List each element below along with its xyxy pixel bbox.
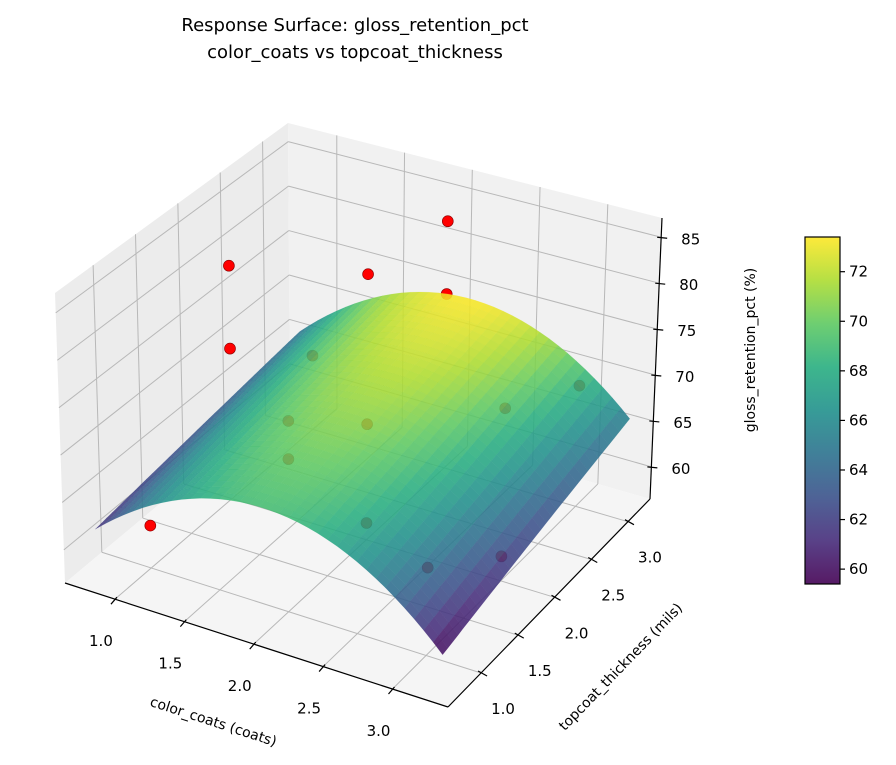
y-gridline (92, 265, 103, 553)
surface-cell (589, 439, 604, 459)
surface-cell (495, 556, 511, 576)
z-gridline (60, 274, 290, 456)
y-axis-label: topcoat_thickness (mils) (556, 600, 686, 734)
y-gridline (177, 203, 185, 484)
x-tick-label: 2.5 (297, 700, 321, 718)
y-tick-mark (551, 594, 561, 601)
z-gridline (57, 185, 289, 361)
tick-labels: 1.0 1.5 2.0 2.5 3.0 1.0 1.5 2.0 2.5 3.0 60 65 70 75 80… (89, 230, 700, 740)
surface-cell (542, 497, 558, 517)
x-tick-mark (388, 686, 395, 695)
z-tick-mark (653, 328, 664, 331)
z-tick-mark (655, 282, 666, 285)
data-point (224, 342, 236, 355)
z-tick-label: 85 (681, 230, 700, 248)
x-tick-mark (110, 596, 118, 605)
surface-cell (505, 543, 521, 563)
y-gridline (101, 551, 482, 674)
z-tick-label: 75 (677, 322, 696, 340)
y-tick-label: 2.5 (601, 587, 625, 605)
surface-cell (448, 615, 464, 636)
y-tick-mark (514, 632, 525, 639)
surface-cell (438, 628, 454, 649)
surface-cell (432, 635, 449, 656)
z-gridline (61, 319, 290, 503)
x-tick-label: 1.0 (89, 632, 113, 650)
surface-cell (547, 491, 563, 511)
x-axis-label: color_coats (coats) (148, 694, 279, 750)
z-tick-label: 65 (673, 414, 692, 432)
data-point (441, 215, 454, 228)
colorbar-tick-label: 64 (849, 461, 868, 479)
z-gridline (288, 230, 658, 330)
surface-cell (510, 537, 526, 557)
colorbar-tick-label: 68 (849, 362, 868, 380)
x-tick-label: 3.0 (367, 722, 391, 740)
y-tick-label: 3.0 (638, 549, 662, 567)
surface-cell (531, 510, 547, 530)
z-axis-label: gloss_retention_pct (%) (743, 268, 759, 433)
y-tick-label: 1.5 (528, 662, 552, 680)
colorbar-tick-label: 72 (849, 263, 868, 281)
chart-subtitle: color_coats vs topcoat_thickness (207, 42, 503, 63)
z-tick-mark (651, 374, 662, 377)
y-tick-label: 1.0 (491, 700, 515, 718)
x-tick-mark (318, 664, 326, 672)
y-gridline (219, 172, 226, 450)
z-gridline (55, 141, 289, 314)
x-tick-mark (179, 619, 187, 628)
colorbar: 60 62 64 66 68 70 72 (804, 236, 868, 585)
z-tick-mark (657, 236, 668, 239)
colorbar-tick-label: 70 (849, 312, 868, 330)
z-tick-label: 80 (679, 276, 698, 294)
chart-title: Response Surface: gloss_retention_pct (181, 15, 528, 36)
data-point (362, 268, 374, 280)
x-axis-line (64, 582, 449, 708)
left-pane (55, 123, 290, 583)
z-gridline (288, 185, 660, 284)
z-tick-label: 70 (675, 368, 694, 386)
colorbar-gradient (804, 236, 841, 585)
y-tick-mark (587, 556, 598, 564)
y-tick-mark (624, 519, 635, 526)
axes-lines (64, 217, 668, 708)
data-point (144, 519, 157, 532)
colorbar-tick-label: 60 (849, 560, 868, 578)
surface-mesh (95, 291, 631, 656)
x-tick-mark (249, 641, 257, 650)
data-point (223, 259, 235, 272)
surface-cell (537, 504, 552, 524)
z-tick-mark (647, 466, 658, 469)
y-tick-label: 2.0 (565, 624, 589, 642)
y-tick-mark (477, 670, 488, 677)
z-tick-mark (649, 420, 660, 423)
z-gridline (288, 141, 662, 238)
colorbar-tick-label: 66 (849, 411, 868, 429)
surface-cell (594, 433, 610, 452)
y-gridline (134, 234, 144, 519)
colorbar-tick-label: 62 (849, 511, 868, 529)
x-tick-label: 2.0 (228, 677, 252, 695)
z-tick-label: 60 (671, 460, 690, 478)
z-axis-line (649, 217, 663, 500)
x-tick-label: 1.5 (158, 655, 182, 673)
z-gridline (58, 230, 290, 409)
